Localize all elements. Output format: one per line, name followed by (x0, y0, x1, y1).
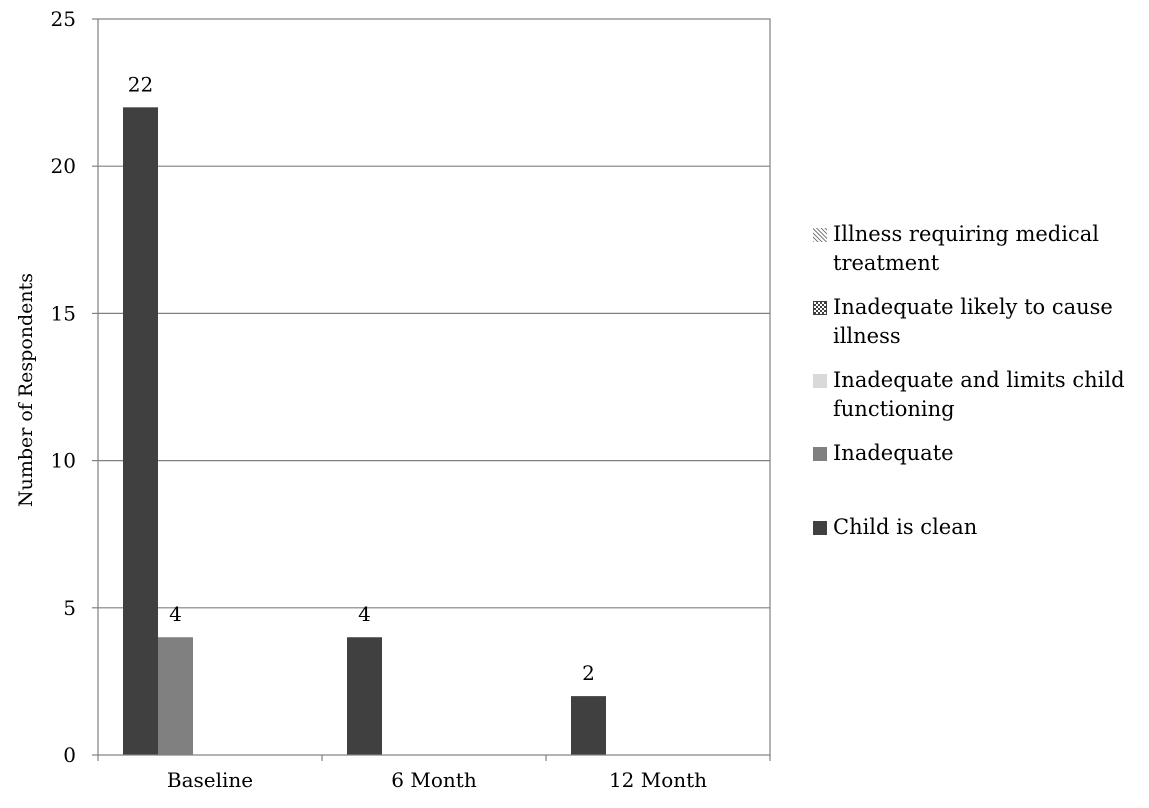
y-tick-label: 25 (51, 7, 76, 31)
data-labels: 22 4 4 2 (128, 72, 595, 685)
bar-child-is-clean (123, 107, 158, 755)
x-tick-label: Baseline (167, 768, 253, 792)
plot-area-frame (97, 18, 771, 756)
legend-label: Inadequate (833, 441, 954, 465)
y-axis-title: Number of Respondents (15, 273, 37, 507)
legend-swatch (813, 521, 827, 535)
legend-swatch (813, 301, 827, 315)
x-tick-label: 6 Month (391, 768, 477, 792)
bar-child-is-clean (347, 637, 382, 755)
y-tick-label: 10 (51, 449, 76, 473)
legend-label: Inadequate likely to cause illness (833, 295, 1113, 348)
legend-item: Inadequate (813, 439, 1143, 468)
y-tick-label: 5 (63, 596, 76, 620)
legend-item: Inadequate and limits child functioning (813, 366, 1143, 424)
legend-swatch (813, 447, 827, 461)
legend-item: Inadequate likely to cause illness (813, 293, 1143, 351)
legend-item: Illness requiring medical treatment (813, 220, 1143, 278)
x-tick-label: 12 Month (609, 768, 707, 792)
legend-swatch (813, 374, 827, 388)
bar-inadequate (158, 637, 193, 755)
legend-item: Child is clean (813, 513, 1143, 542)
y-axis-ticks: 0 5 10 15 20 25 (51, 7, 98, 767)
legend-label: Child is clean (833, 515, 978, 539)
data-label: 4 (358, 602, 371, 626)
bars (123, 107, 606, 755)
bar-child-is-clean (571, 696, 606, 755)
legend-label: Inadequate and limits child functioning (833, 368, 1125, 421)
gridlines (98, 165, 770, 609)
y-tick-label: 0 (63, 743, 76, 767)
data-label: 2 (582, 661, 595, 685)
data-label: 22 (128, 72, 153, 96)
y-tick-label: 20 (51, 154, 76, 178)
legend-swatch (813, 228, 827, 242)
y-tick-label: 15 (51, 301, 76, 325)
x-axis-ticks: Baseline 6 Month 12 Month (97, 755, 771, 792)
legend-label: Illness requiring medical treatment (833, 222, 1099, 275)
data-label: 4 (169, 602, 182, 626)
